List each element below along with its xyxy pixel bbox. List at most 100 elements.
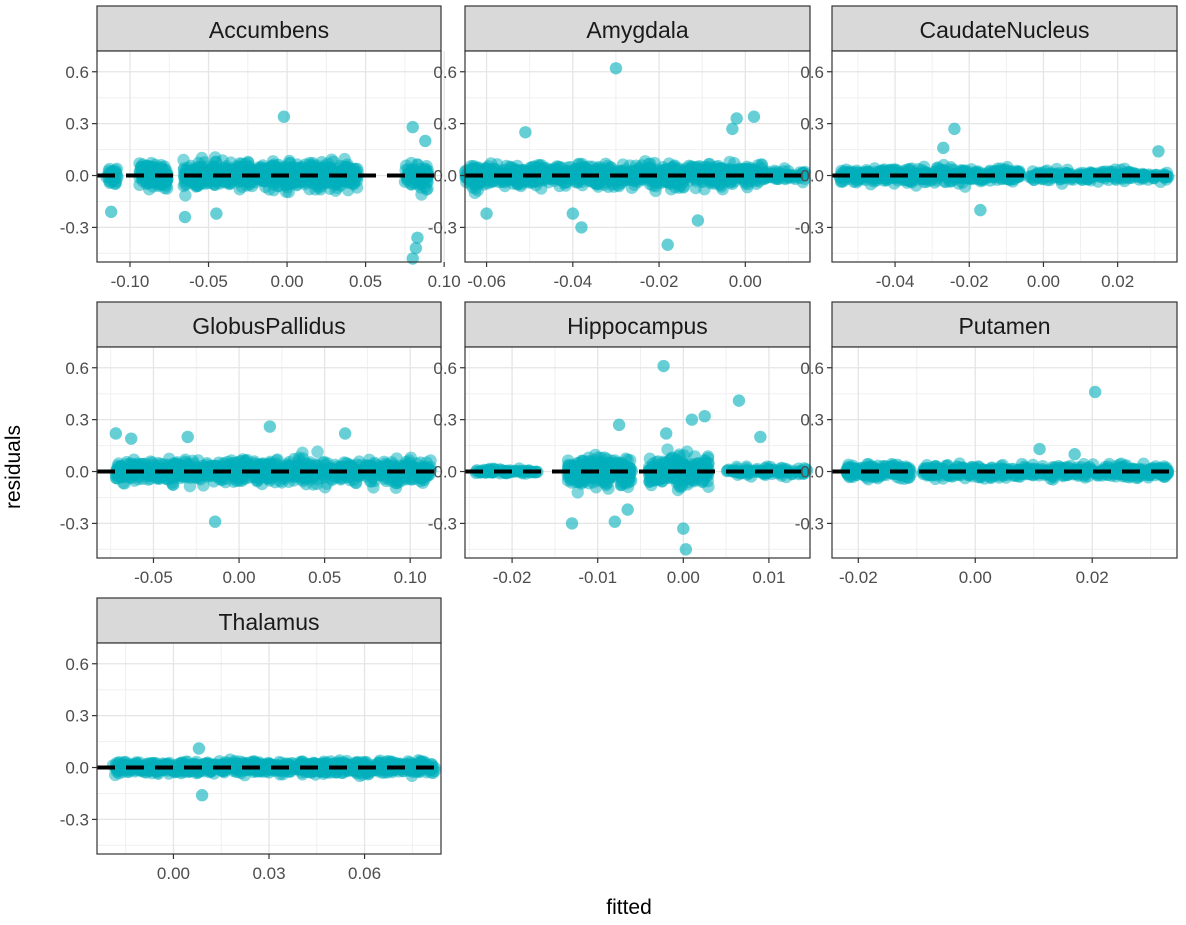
x-tick-label: 0.05 — [349, 272, 382, 291]
data-point — [419, 135, 431, 147]
data-point — [472, 171, 484, 183]
data-point — [264, 420, 276, 432]
data-point — [209, 151, 221, 163]
x-tick-label: -0.01 — [578, 568, 617, 587]
data-point — [217, 457, 229, 469]
y-tick-label: 0.6 — [433, 63, 457, 82]
y-tick-label: 0.3 — [433, 411, 457, 430]
data-point — [748, 111, 760, 123]
x-tick-label: 0.10 — [394, 568, 427, 587]
data-point — [519, 126, 531, 138]
data-point — [342, 457, 354, 469]
panel-background-globuspallidus — [97, 347, 441, 558]
data-point — [105, 206, 117, 218]
y-tick-label: -0.3 — [60, 514, 89, 533]
panel-background-putamen — [832, 347, 1177, 558]
data-point — [650, 180, 662, 192]
x-tick-label: 0.01 — [752, 568, 785, 587]
data-point — [110, 427, 122, 439]
y-tick-label: 0.3 — [800, 115, 824, 134]
x-tick-label: -0.02 — [950, 272, 989, 291]
y-tick-label: 0.6 — [65, 359, 89, 378]
data-point — [841, 467, 853, 479]
data-point — [610, 62, 622, 74]
data-point — [657, 360, 669, 372]
data-point — [209, 515, 221, 527]
y-tick-label: 0.3 — [433, 115, 457, 134]
data-point — [368, 457, 380, 469]
panel-background-accumbens — [97, 51, 441, 262]
x-tick-label: -0.10 — [111, 272, 150, 291]
data-point — [686, 413, 698, 425]
data-point — [311, 446, 323, 458]
data-point — [342, 177, 354, 189]
strip-label-accumbens: Accumbens — [209, 17, 329, 43]
data-point — [567, 207, 579, 219]
data-point — [411, 232, 423, 244]
data-point — [589, 449, 601, 461]
panel-background-hippocampus — [465, 347, 810, 558]
x-tick-label: 0.10 — [428, 272, 461, 291]
data-point — [407, 121, 419, 133]
x-tick-label: -0.05 — [134, 568, 173, 587]
data-point — [647, 458, 659, 470]
data-point — [125, 432, 137, 444]
strip-label-hippocampus: Hippocampus — [567, 313, 708, 339]
data-point — [346, 468, 358, 480]
y-tick-label: -0.3 — [428, 218, 457, 237]
x-tick-label: -0.04 — [876, 272, 915, 291]
y-tick-label: 0.6 — [65, 63, 89, 82]
y-tick-label: 0.3 — [65, 115, 89, 134]
x-tick-label: 0.05 — [308, 568, 341, 587]
data-point — [480, 207, 492, 219]
data-point — [692, 214, 704, 226]
data-point — [289, 176, 301, 188]
x-tick-label: -0.04 — [553, 272, 592, 291]
y-tick-label: 0.0 — [433, 463, 457, 482]
data-point — [726, 123, 738, 135]
y-tick-label: 0.0 — [65, 167, 89, 186]
data-point — [407, 252, 419, 264]
y-axis-label: residuals — [2, 425, 25, 509]
x-tick-label: -0.02 — [640, 272, 679, 291]
strip-label-caudatenucleus: CaudateNucleus — [919, 17, 1089, 43]
data-point — [402, 163, 414, 175]
data-point — [367, 481, 379, 493]
data-point — [469, 182, 481, 194]
y-tick-label: -0.3 — [795, 218, 824, 237]
y-tick-label: 0.6 — [433, 359, 457, 378]
data-point — [677, 522, 689, 534]
data-point — [318, 171, 330, 183]
data-point — [259, 181, 271, 193]
data-point — [847, 167, 859, 179]
data-point — [661, 239, 673, 251]
data-point — [179, 211, 191, 223]
data-point — [414, 475, 426, 487]
data-point — [1152, 145, 1164, 157]
data-point — [147, 180, 159, 192]
data-point — [621, 503, 633, 515]
x-tick-label: 0.00 — [729, 272, 762, 291]
x-tick-label: -0.02 — [493, 568, 532, 587]
data-point — [613, 419, 625, 431]
data-point — [575, 221, 587, 233]
y-tick-label: 0.0 — [65, 463, 89, 482]
data-point — [760, 171, 772, 183]
y-tick-label: -0.3 — [428, 514, 457, 533]
data-point — [182, 431, 194, 443]
y-tick-label: 0.0 — [800, 167, 824, 186]
data-point — [680, 543, 692, 555]
data-point — [937, 142, 949, 154]
data-point — [948, 123, 960, 135]
data-point — [114, 467, 126, 479]
strip-label-globuspallidus: GlobusPallidus — [192, 313, 345, 339]
data-point — [566, 517, 578, 529]
strip-label-amygdala: Amygdala — [586, 17, 688, 43]
data-point — [643, 476, 655, 488]
